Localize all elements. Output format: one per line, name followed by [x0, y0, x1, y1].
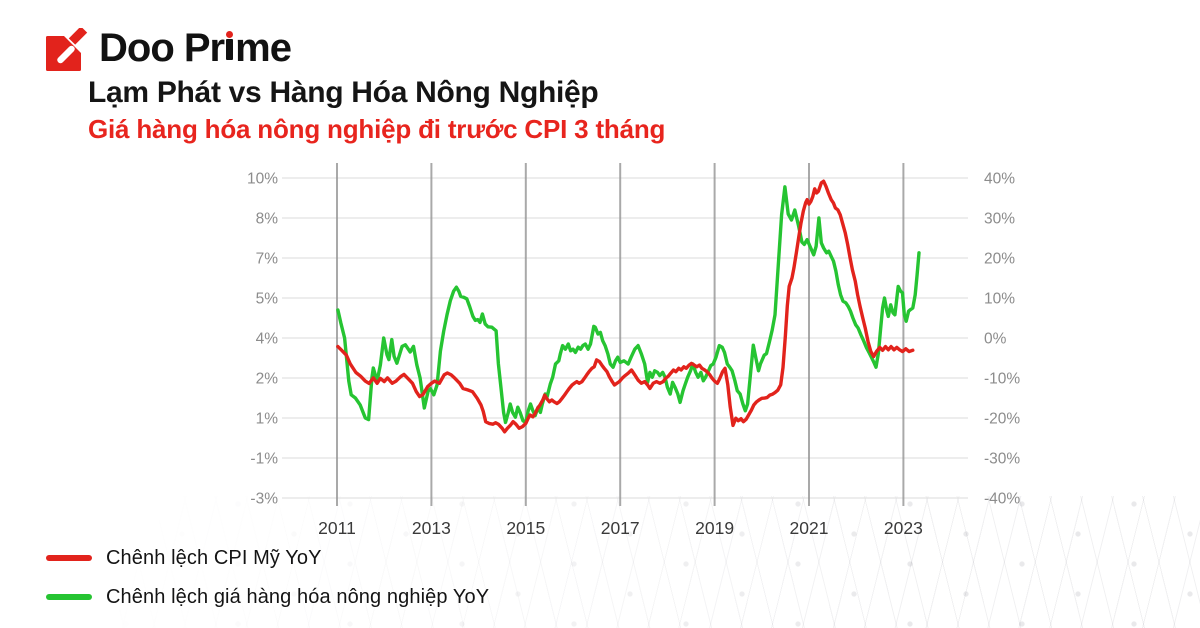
- x-axis-tick-label: 2019: [695, 518, 734, 538]
- x-axis-tick-label: 2015: [506, 518, 545, 538]
- cpi-line-series: [336, 179, 915, 434]
- x-axis-tick-label: 2017: [601, 518, 640, 538]
- legend-label-agri: Chênh lệch giá hàng hóa nông nghiệp YoY: [106, 585, 490, 608]
- y-axis-right-tick-label: -30%: [984, 451, 1020, 468]
- page-subtitle: Giá hàng hóa nông nghiệp đi trước CPI 3 …: [88, 114, 666, 144]
- logo-letter-i: [226, 31, 234, 61]
- y-axis-right-tick-label: 40%: [984, 171, 1015, 188]
- y-axis-left-tick-label: 2%: [256, 371, 279, 388]
- y-axis-left-tick-label: 4%: [256, 331, 279, 348]
- doo-prime-logo: Doo Pr me: [45, 26, 292, 72]
- y-axis-left-tick-label: 10%: [247, 171, 278, 188]
- x-axis-tick-label: 2011: [318, 518, 356, 538]
- y-axis-right-tick-label: -40%: [984, 491, 1020, 508]
- y-axis-left-tick-label: 1%: [256, 411, 279, 428]
- y-axis-right-tick-label: 10%: [984, 291, 1015, 308]
- chart-legend: Chênh lệch CPI Mỹ YoY Chênh lệch giá hàn…: [46, 545, 489, 623]
- y-axis-right-tick-label: 20%: [984, 251, 1015, 268]
- y-axis-right-tick-label: 0%: [984, 331, 1007, 348]
- x-axis-tick-label: 2021: [790, 518, 829, 538]
- logo-text-part1: Doo Pr: [99, 26, 225, 70]
- agri-commodity-line-series: [336, 185, 921, 425]
- y-axis-left-tick-label: 8%: [256, 211, 279, 228]
- y-axis-right-tick-label: -20%: [984, 411, 1020, 428]
- logo-i-red-dot: [226, 31, 234, 38]
- doo-prime-logo-icon: [45, 26, 89, 72]
- page-title: Lạm Phát vs Hàng Hóa Nông Nghiệp: [88, 76, 599, 109]
- x-axis-tick-label: 2023: [884, 518, 923, 538]
- y-axis-right-tick-label: -10%: [984, 371, 1020, 388]
- logo-i-stem: [226, 39, 234, 60]
- legend-swatch-red-line: [46, 555, 92, 561]
- y-axis-left-tick-label: -3%: [250, 491, 278, 508]
- x-axis-tick-label: 2013: [412, 518, 451, 538]
- doo-prime-logo-text: Doo Pr me: [99, 26, 292, 70]
- legend-item-cpi: Chênh lệch CPI Mỹ YoY: [46, 545, 489, 571]
- y-axis-right-tick-label: 30%: [984, 211, 1015, 228]
- y-axis-left-tick-label: 5%: [256, 291, 279, 308]
- logo-text-part2: me: [235, 26, 292, 70]
- y-axis-left-tick-label: 7%: [256, 251, 279, 268]
- y-axis-left-tick-label: -1%: [250, 451, 278, 468]
- legend-item-agri: Chênh lệch giá hàng hóa nông nghiệp YoY: [46, 584, 489, 610]
- legend-swatch-green-line: [46, 594, 92, 600]
- legend-label-cpi: Chênh lệch CPI Mỹ YoY: [106, 546, 322, 569]
